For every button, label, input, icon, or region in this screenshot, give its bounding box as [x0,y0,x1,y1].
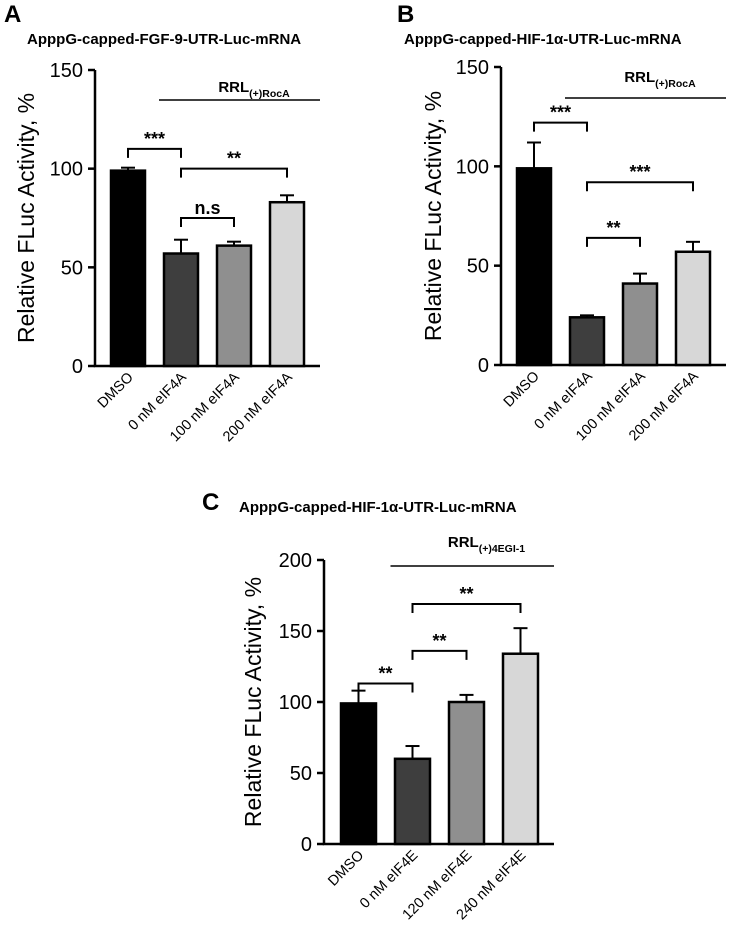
condition-label: RRL(+)RocA [218,79,290,100]
y-tick-label: 150 [279,621,312,643]
bar [447,700,486,846]
condition-label-main: RRL [448,534,479,551]
y-tick-label: 50 [61,257,83,279]
bar [621,282,659,367]
y-tick-label: 0 [72,356,83,378]
x-tick-label: DMSO [325,848,367,890]
y-tick-label: 50 [290,763,312,785]
condition-label: RRL(+)4EGI-1 [448,534,525,555]
significance-label: ** [606,218,620,238]
condition-label: RRL(+)RocA [624,69,696,90]
y-tick-label: 150 [50,60,83,82]
significance-bracket [127,147,182,158]
chart-panel-c: C ApppG-capped-HIF-1α-UTR-Luc-mRNA Relativ… [202,489,554,923]
chart-panel-b: B ApppG-capped-HIF-1α-UTR-Luc-mRNA Relativ… [397,1,726,444]
bar [393,757,432,846]
y-tick-label: 150 [456,57,489,79]
significance-label: ** [227,149,241,169]
y-axis-label: Relative FLuc Activity, % [13,93,39,343]
bar [515,167,553,367]
x-tick-label: DMSO [501,369,543,411]
condition-label-main: RRL [218,79,249,96]
panel-letter: C [202,489,219,516]
y-tick-label: 0 [301,834,312,856]
y-tick-label: 100 [456,156,489,178]
significance-bracket [180,167,288,178]
condition-label-subscript: (+)4EGI-1 [479,543,526,555]
bar [109,169,147,368]
significance-bracket [180,217,235,227]
significance-label: ** [432,631,446,651]
significance-label: *** [629,162,650,182]
significance-bracket [533,121,588,132]
y-tick-label: 50 [467,256,489,278]
significance-bracket [586,236,641,247]
bar [215,244,253,368]
significance-label: n.s [194,198,220,218]
bar [162,252,200,368]
x-tick-label: DMSO [95,370,137,412]
panel-letter: A [4,1,21,28]
y-axis-label: Relative FLuc Activity, % [240,577,266,827]
bar [568,316,606,367]
condition-label-subscript: (+)RocA [655,78,696,90]
significance-label: ** [459,584,473,604]
bar [268,200,306,368]
chart-title: ApppG-capped-HIF-1α-UTR-Luc-mRNA [404,31,682,48]
condition-label-subscript: (+)RocA [249,88,290,100]
significance-bracket [411,649,468,660]
significance-bracket [357,682,414,693]
significance-bracket [586,181,694,192]
significance-label: *** [550,103,571,123]
chart-panel-a: A ApppG-capped-FGF-9-UTR-Luc-mRNA Relative… [4,1,320,445]
chart-title: ApppG-capped-FGF-9-UTR-Luc-mRNA [27,31,301,48]
bar [339,702,378,846]
chart-title: ApppG-capped-HIF-1α-UTR-Luc-mRNA [239,499,517,516]
y-tick-label: 0 [478,355,489,377]
significance-label: *** [144,129,165,149]
y-tick-label: 100 [50,159,83,181]
significance-label: ** [378,664,392,684]
panel-letter: B [397,1,414,28]
bar [674,250,712,367]
significance-bracket [411,603,522,614]
y-tick-label: 200 [279,550,312,572]
condition-label-main: RRL [624,69,655,86]
y-tick-label: 100 [279,692,312,714]
y-axis-label: Relative FLuc Activity, % [420,91,446,341]
bar [501,652,540,846]
